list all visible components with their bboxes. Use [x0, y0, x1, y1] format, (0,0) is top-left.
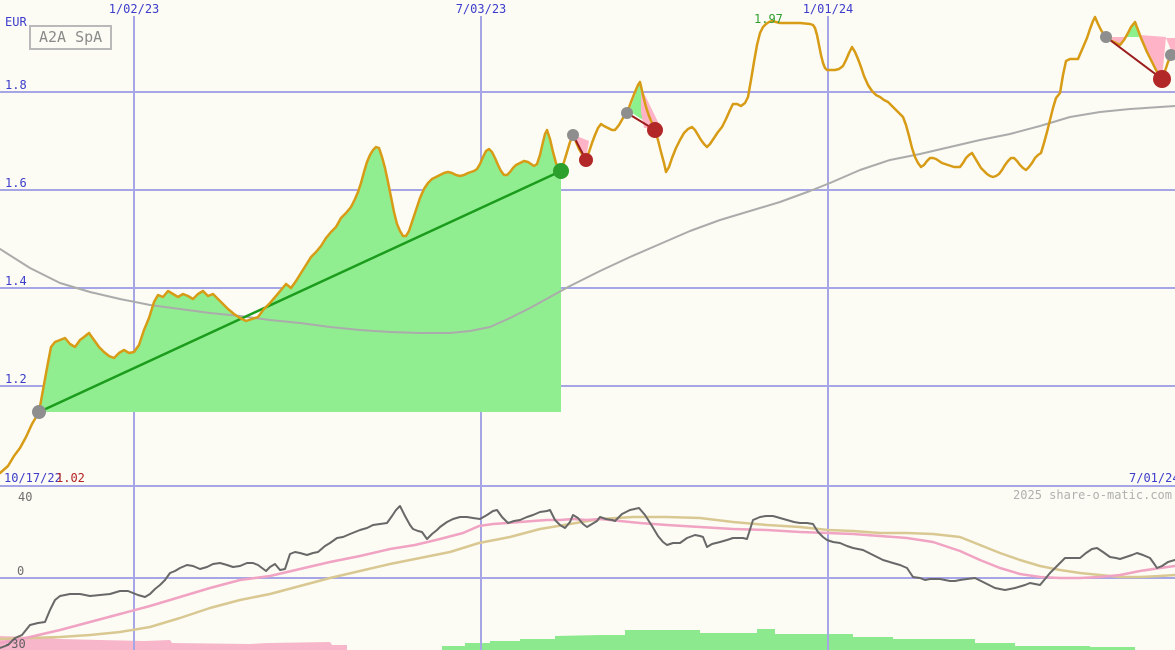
- y-axis-label-1-4: 1.4: [5, 274, 27, 288]
- swing-gray-marker: [567, 129, 579, 141]
- oscillator-positive-histogram: [442, 629, 1135, 650]
- oscillator-slow-line: [0, 515, 1175, 641]
- watermark: 2025 share-o-matic.com: [1013, 488, 1172, 502]
- swing-green-marker: [553, 163, 569, 179]
- price-line: [0, 15, 1173, 475]
- swing-gray-marker: [32, 405, 46, 419]
- y-axis-label-1-2: 1.2: [5, 372, 27, 386]
- x-axis-label-jan23: 1/02/23: [108, 2, 160, 16]
- moving-average-line: [0, 105, 1175, 334]
- swing-pink-shape: [574, 135, 589, 158]
- oscillator-label-minus30: -30: [4, 637, 26, 650]
- symbol-box: A2A SpA: [29, 25, 113, 50]
- swing-red-marker: [579, 153, 593, 167]
- swing-gray-marker: [621, 107, 633, 119]
- currency-label: EUR: [5, 15, 27, 29]
- swing-red-marker: [1153, 70, 1171, 88]
- oscillator-signal-line: [0, 517, 1175, 645]
- trend-line: [37, 169, 563, 414]
- trend-fill-area: [39, 130, 561, 412]
- oscillator-label-0: 0: [17, 564, 25, 578]
- oscillator-label-40: 40: [18, 490, 33, 504]
- high-price-annotation: 1.97: [754, 12, 783, 26]
- swing-gray-marker: [1100, 31, 1112, 43]
- swing-pink-shape: [1166, 38, 1175, 52]
- symbol-label: A2A SpA: [39, 28, 103, 46]
- swing-connector-line: [1105, 36, 1163, 80]
- swing-gray-marker: [1165, 49, 1175, 61]
- x-axis-label-jan24: 1/01/24: [802, 2, 854, 16]
- oscillator-negative-histogram: [0, 636, 347, 650]
- y-axis-label-1-6: 1.6: [5, 176, 27, 190]
- x-axis-label-jul23: 7/03/23: [455, 2, 507, 16]
- swing-pink-shape: [641, 87, 658, 128]
- x-axis-label-jul24: 7/01/24: [1129, 471, 1175, 485]
- swing-red-marker: [647, 122, 663, 138]
- start-price-annotation: 1.02: [56, 471, 85, 485]
- y-axis-label-1-8: 1.8: [5, 78, 27, 92]
- oscillator-fast-line: [0, 505, 1175, 649]
- start-date-annotation: 10/17/22: [4, 471, 62, 485]
